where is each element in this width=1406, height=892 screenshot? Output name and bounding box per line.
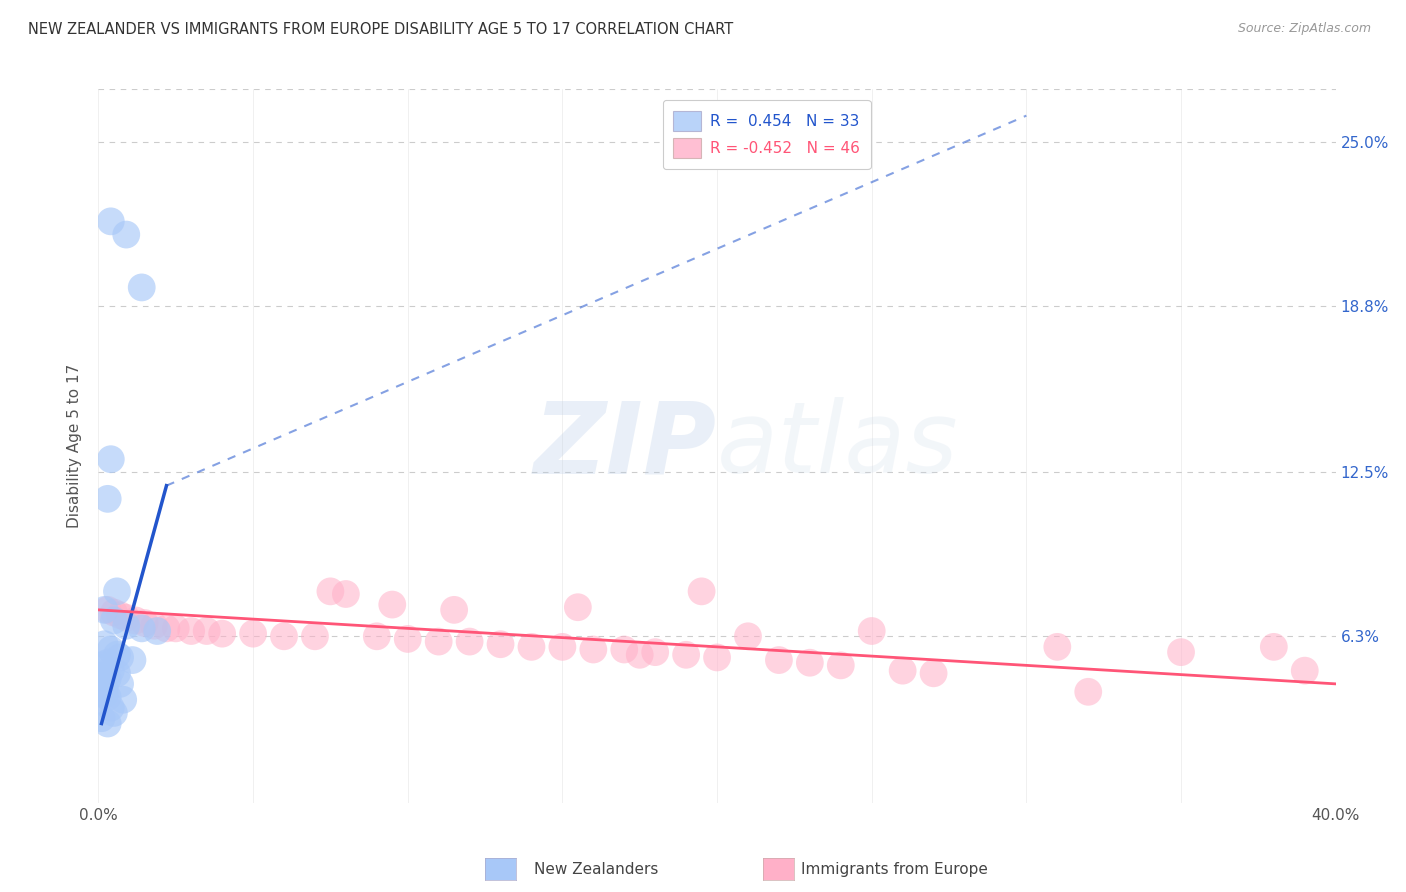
Point: [582, 642, 605, 657]
Point: [131, 621, 153, 635]
Point: [100, 214, 122, 228]
Point: [1046, 640, 1069, 654]
Point: [458, 634, 481, 648]
Y-axis label: Disability Age 5 to 17: Disability Age 5 to 17: [67, 364, 83, 528]
Point: [103, 606, 125, 620]
Point: [105, 584, 128, 599]
Point: [273, 629, 295, 643]
Point: [335, 587, 357, 601]
Point: [489, 637, 512, 651]
Point: [97, 672, 120, 686]
Point: [90, 685, 112, 699]
Text: NEW ZEALANDER VS IMMIGRANTS FROM EUROPE DISABILITY AGE 5 TO 17 CORRELATION CHART: NEW ZEALANDER VS IMMIGRANTS FROM EUROPE …: [28, 22, 734, 37]
Point: [737, 629, 759, 643]
Point: [115, 227, 138, 242]
Point: [443, 603, 465, 617]
Text: New Zealanders: New Zealanders: [534, 863, 658, 877]
Point: [1170, 645, 1192, 659]
Point: [1077, 685, 1099, 699]
Point: [891, 664, 914, 678]
Point: [105, 648, 128, 662]
Legend: R =  0.454   N = 33, R = -0.452   N = 46: R = 0.454 N = 33, R = -0.452 N = 46: [662, 101, 870, 169]
Point: [100, 700, 122, 714]
Text: Source: ZipAtlas.com: Source: ZipAtlas.com: [1237, 22, 1371, 36]
Point: [100, 642, 122, 657]
Point: [108, 677, 131, 691]
Point: [613, 642, 636, 657]
Point: [690, 584, 713, 599]
Point: [93, 603, 115, 617]
Text: ZIP: ZIP: [534, 398, 717, 494]
Point: [100, 452, 122, 467]
Point: [1263, 640, 1285, 654]
Point: [799, 656, 821, 670]
Point: [195, 624, 218, 638]
Point: [143, 618, 166, 632]
Point: [97, 603, 120, 617]
Point: [644, 645, 666, 659]
Point: [93, 661, 115, 675]
Point: [319, 584, 342, 599]
Point: [112, 692, 135, 706]
Point: [922, 666, 945, 681]
Point: [567, 600, 589, 615]
Point: [155, 621, 177, 635]
Point: [90, 711, 112, 725]
Point: [860, 624, 883, 638]
Point: [103, 706, 125, 720]
Point: [105, 666, 128, 681]
Point: [520, 640, 543, 654]
Point: [93, 682, 115, 697]
Point: [1294, 664, 1316, 678]
Point: [131, 280, 153, 294]
Point: [165, 621, 187, 635]
Point: [103, 614, 125, 628]
Point: [706, 650, 728, 665]
Text: Immigrants from Europe: Immigrants from Europe: [801, 863, 988, 877]
Point: [146, 624, 169, 638]
Point: [115, 618, 138, 632]
Point: [90, 658, 112, 673]
Point: [180, 624, 202, 638]
Text: atlas: atlas: [717, 398, 959, 494]
Point: [381, 598, 404, 612]
Point: [551, 640, 574, 654]
Point: [366, 629, 388, 643]
Point: [211, 626, 233, 640]
Point: [830, 658, 852, 673]
Point: [93, 637, 115, 651]
Point: [396, 632, 419, 646]
Point: [90, 669, 112, 683]
Point: [427, 634, 450, 648]
Point: [768, 653, 790, 667]
Point: [93, 688, 115, 702]
Point: [304, 629, 326, 643]
Point: [108, 608, 131, 623]
Point: [97, 491, 120, 506]
Point: [115, 611, 138, 625]
Point: [124, 614, 146, 628]
Point: [675, 648, 697, 662]
Point: [97, 716, 120, 731]
Point: [628, 648, 651, 662]
Point: [242, 626, 264, 640]
Point: [108, 650, 131, 665]
Point: [121, 653, 143, 667]
Point: [100, 664, 122, 678]
Point: [97, 656, 120, 670]
Point: [134, 616, 156, 631]
Point: [97, 690, 120, 704]
